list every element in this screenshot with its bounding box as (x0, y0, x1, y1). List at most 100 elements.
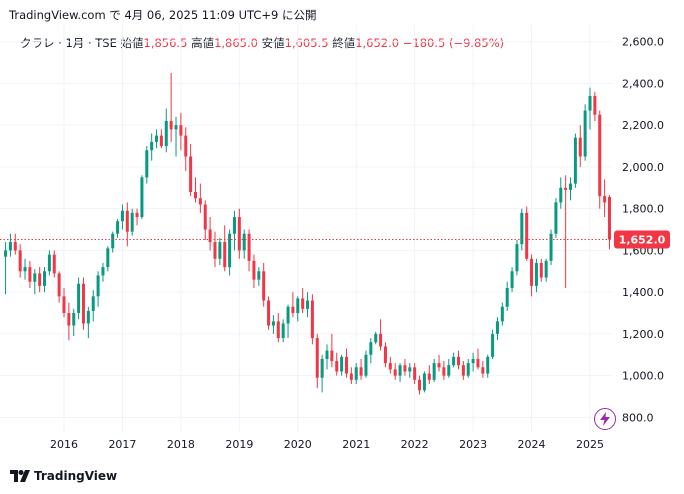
candle-body (432, 363, 436, 380)
candle-body (8, 242, 12, 251)
candle (549, 229, 553, 266)
candle (525, 206, 529, 261)
candle-body (349, 373, 353, 380)
candle (598, 110, 602, 209)
candle-body (471, 358, 475, 364)
ohlc-legend: クラレ · 1月 · TSE 始値1,856.5 高値1,865.0 安値1,6… (20, 35, 504, 51)
candle (57, 271, 61, 303)
x-tick-label: 2021 (342, 438, 370, 451)
candle-body (77, 283, 81, 314)
candle (228, 229, 232, 276)
candle-body (422, 373, 426, 391)
y-tick-label: 800.0 (622, 411, 654, 424)
candle (442, 361, 446, 380)
candle-body (491, 333, 495, 357)
candle (286, 304, 290, 339)
candle-body (38, 273, 42, 286)
candle-body (486, 356, 490, 374)
candle-body (505, 287, 509, 307)
published-header: TradingView.com で 4月 06, 2025 11:09 UTC+… (9, 8, 317, 22)
candle-body (130, 212, 134, 232)
time-axis[interactable]: 2016 2017 2018 2019 2020 2021 2022 2023 2024 2025 (50, 438, 604, 451)
candle-body (242, 233, 246, 251)
candle-body (96, 275, 100, 297)
candle (262, 262, 266, 307)
y-tick-label: 1,800.0 (622, 203, 664, 216)
candle (354, 363, 358, 384)
candle-body (578, 137, 582, 157)
candle-body (67, 313, 71, 326)
candle (23, 258, 27, 280)
candle (101, 262, 105, 282)
candle-body (383, 346, 387, 364)
candle-body (379, 333, 383, 347)
open-value: 1,856.5 (143, 36, 188, 50)
candle (276, 313, 280, 343)
last-price-label: 1,652.0 (619, 234, 666, 247)
price-axis[interactable]: 2,600.02,400.02,200.02,000.01,800.01,600… (614, 36, 670, 425)
candle (52, 250, 56, 278)
candle-body (315, 338, 319, 378)
candle (554, 198, 558, 238)
candle-body (495, 321, 499, 334)
candle (247, 229, 251, 272)
candle-body (62, 296, 66, 314)
candle (408, 363, 412, 378)
candle (252, 254, 256, 288)
candle (271, 315, 275, 334)
candle-body (276, 321, 280, 339)
candle (418, 375, 422, 395)
candle-body (534, 262, 538, 286)
candle-body (374, 333, 378, 343)
candle (72, 308, 76, 336)
candle-body (140, 177, 144, 218)
candle (530, 254, 534, 297)
candle (130, 208, 134, 236)
candle (203, 200, 207, 240)
candle-body (544, 260, 548, 278)
candle-body (539, 262, 543, 278)
candle-body (4, 250, 8, 257)
candle (359, 358, 363, 380)
candle-body (388, 363, 392, 370)
candle (257, 267, 261, 286)
candle-body (320, 358, 324, 378)
lightning-icon (600, 412, 610, 426)
candle-body (232, 217, 236, 234)
candle-body (247, 233, 251, 261)
candle-body (564, 187, 568, 190)
tradingview-logo[interactable]: TradingView (10, 469, 117, 483)
x-tick-label: 2022 (401, 438, 429, 451)
candle-body (33, 273, 37, 282)
candle-body (466, 363, 470, 376)
candle (111, 231, 115, 253)
candle (569, 177, 573, 201)
last-price-badge (614, 230, 670, 249)
candle (583, 104, 587, 161)
candle-body (427, 373, 431, 380)
candle-body (135, 212, 139, 218)
candle-body (457, 356, 460, 366)
candle-body (23, 267, 27, 272)
candle-body (237, 217, 241, 251)
candle-body (213, 242, 217, 259)
candle-body (588, 95, 592, 111)
candle-body (111, 233, 115, 249)
y-tick-label: 1,400.0 (622, 286, 664, 299)
candle (398, 363, 402, 382)
lightning-button[interactable] (594, 408, 616, 430)
candle-body (306, 300, 310, 309)
candle-body (150, 141, 154, 151)
y-tick-label: 2,000.0 (622, 161, 664, 174)
candle (306, 292, 310, 318)
candle-body (203, 204, 207, 230)
candle-body (500, 306, 504, 322)
candle-body (515, 244, 519, 272)
candle (169, 73, 173, 142)
candle (466, 358, 470, 378)
candle-body (476, 358, 480, 368)
open-label: 始値 (120, 36, 144, 50)
candle-body (218, 242, 222, 259)
candle (242, 229, 246, 259)
